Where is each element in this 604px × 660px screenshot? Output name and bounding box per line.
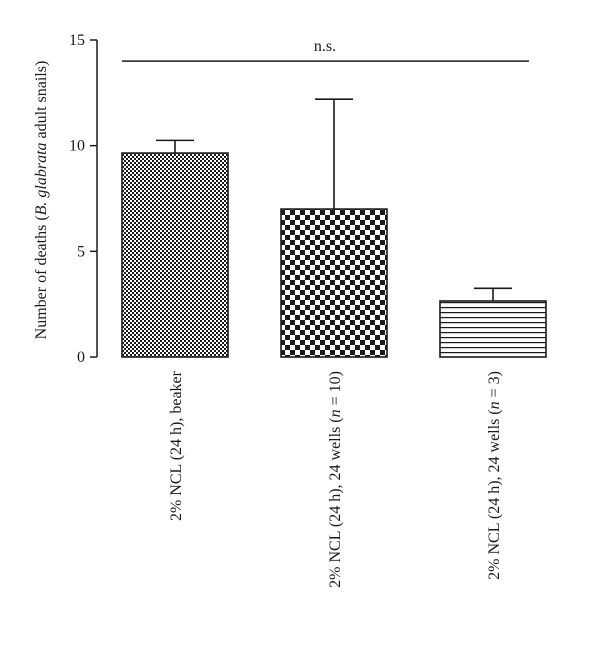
y-axis-label-group: Number of deaths (B. glabrata adult snai…: [33, 61, 50, 340]
x-axis-labels: 2% NCL (24 h), beaker 2% NCL (24 h), 24 w…: [168, 370, 503, 588]
y-tick-label: 15: [69, 32, 85, 49]
y-tick-label: 10: [69, 138, 85, 155]
y-axis-ticks: 0 5 10 15: [69, 32, 97, 366]
bar-2: [280, 208, 388, 358]
bar-1: [121, 152, 229, 358]
bar-3: [439, 300, 547, 358]
bars: [121, 152, 547, 358]
significance-annotation: n.s.: [122, 38, 529, 62]
x-tick-label-1: 2% NCL (24 h), beaker: [168, 370, 185, 521]
y-axis-label: Number of deaths (B. glabrata adult snai…: [33, 61, 50, 340]
x-tick-label-3: 2% NCL (24 h), 24 wells (n = 3): [486, 371, 503, 580]
x-tick-label-2: 2% NCL (24 h), 24 wells (n = 10): [327, 371, 344, 588]
y-tick-label: 5: [77, 243, 85, 260]
significance-label: n.s.: [314, 38, 336, 55]
error-bars: [156, 98, 512, 301]
y-tick-label: 0: [77, 349, 85, 366]
